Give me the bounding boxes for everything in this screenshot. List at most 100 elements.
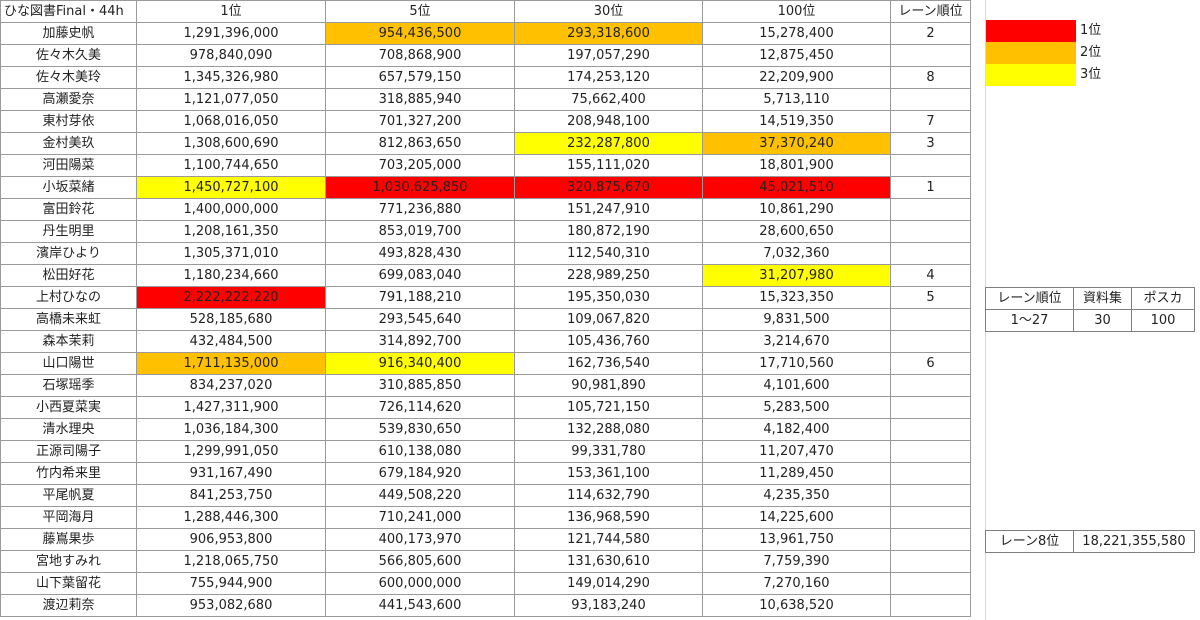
rank5-cell[interactable]: 293,545,640 [325, 308, 515, 331]
rank30-cell[interactable]: 149,014,290 [514, 572, 703, 595]
rank1-cell[interactable]: 528,185,680 [136, 308, 326, 331]
rank1-cell[interactable]: 1,299,991,050 [136, 440, 326, 463]
header-5th[interactable]: 5位 [325, 0, 515, 23]
rank30-cell[interactable]: 114,632,790 [514, 484, 703, 507]
member-name-cell[interactable]: 竹内希来里 [0, 462, 137, 485]
rank1-cell[interactable]: 1,180,234,660 [136, 264, 326, 287]
rank1-cell[interactable]: 906,953,800 [136, 528, 326, 551]
lane-rank-cell[interactable] [890, 308, 971, 331]
member-name-cell[interactable]: 河田陽菜 [0, 154, 137, 177]
rank1-cell[interactable]: 1,288,446,300 [136, 506, 326, 529]
lane-rank-cell[interactable] [890, 550, 971, 573]
member-name-cell[interactable]: 富田鈴花 [0, 198, 137, 221]
rank30-cell[interactable]: 132,288,080 [514, 418, 703, 441]
rank30-cell[interactable]: 228,989,250 [514, 264, 703, 287]
rank30-cell[interactable]: 320,875,670 [514, 176, 703, 199]
rank100-cell[interactable]: 45,021,510 [702, 176, 891, 199]
rank100-cell[interactable]: 10,638,520 [702, 594, 891, 617]
rank5-cell[interactable]: 701,327,200 [325, 110, 515, 133]
lane-rank-cell[interactable] [890, 44, 971, 67]
rank100-cell[interactable]: 18,801,900 [702, 154, 891, 177]
lane-rank-cell[interactable] [890, 374, 971, 397]
rank5-cell[interactable]: 449,508,220 [325, 484, 515, 507]
lane-rank-cell[interactable] [890, 484, 971, 507]
rank30-cell[interactable]: 105,721,150 [514, 396, 703, 419]
rank5-cell[interactable]: 699,083,040 [325, 264, 515, 287]
rank30-cell[interactable]: 180,872,190 [514, 220, 703, 243]
header-100th[interactable]: 100位 [702, 0, 891, 23]
legend-swatch[interactable] [986, 64, 1076, 86]
member-name-cell[interactable]: 佐々木久美 [0, 44, 137, 67]
rank1-cell[interactable]: 953,082,680 [136, 594, 326, 617]
prize-header-lane[interactable]: レーン順位 [985, 287, 1074, 310]
rank5-cell[interactable]: 310,885,850 [325, 374, 515, 397]
prize-value-postcard[interactable]: 100 [1131, 309, 1195, 332]
rank1-cell[interactable]: 1,100,744,650 [136, 154, 326, 177]
lane-rank-cell[interactable]: 2 [890, 22, 971, 45]
member-name-cell[interactable]: 小西夏菜実 [0, 396, 137, 419]
member-name-cell[interactable]: 高瀬愛奈 [0, 88, 137, 111]
rank100-cell[interactable]: 4,182,400 [702, 418, 891, 441]
rank1-cell[interactable]: 1,711,135,000 [136, 352, 326, 375]
rank5-cell[interactable]: 853,019,700 [325, 220, 515, 243]
rank1-cell[interactable]: 978,840,090 [136, 44, 326, 67]
rank1-cell[interactable]: 1,427,311,900 [136, 396, 326, 419]
rank1-cell[interactable]: 1,036,184,300 [136, 418, 326, 441]
lane-rank-cell[interactable]: 1 [890, 176, 971, 199]
rank5-cell[interactable]: 493,828,430 [325, 242, 515, 265]
member-name-cell[interactable]: 金村美玖 [0, 132, 137, 155]
rank30-cell[interactable]: 90,981,890 [514, 374, 703, 397]
lane-rank-cell[interactable] [890, 154, 971, 177]
member-name-cell[interactable]: 小坂菜緒 [0, 176, 137, 199]
member-name-cell[interactable]: 加藤史帆 [0, 22, 137, 45]
header-30th[interactable]: 30位 [514, 0, 703, 23]
lane8-value[interactable]: 18,221,355,580 [1073, 530, 1195, 553]
lane-rank-cell[interactable] [890, 572, 971, 595]
member-name-cell[interactable]: 東村芽依 [0, 110, 137, 133]
rank100-cell[interactable]: 9,831,500 [702, 308, 891, 331]
member-name-cell[interactable]: 佐々木美玲 [0, 66, 137, 89]
rank5-cell[interactable]: 566,805,600 [325, 550, 515, 573]
rank30-cell[interactable]: 174,253,120 [514, 66, 703, 89]
member-name-cell[interactable]: 山下葉留花 [0, 572, 137, 595]
lane-rank-cell[interactable] [890, 506, 971, 529]
member-name-cell[interactable]: 渡辺莉奈 [0, 594, 137, 617]
rank100-cell[interactable]: 14,519,350 [702, 110, 891, 133]
lane-rank-cell[interactable]: 5 [890, 286, 971, 309]
rank30-cell[interactable]: 153,361,100 [514, 462, 703, 485]
member-name-cell[interactable]: 平岡海月 [0, 506, 137, 529]
rank1-cell[interactable]: 1,208,161,350 [136, 220, 326, 243]
rank1-cell[interactable]: 1,305,371,010 [136, 242, 326, 265]
rank5-cell[interactable]: 726,114,620 [325, 396, 515, 419]
lane-rank-cell[interactable] [890, 528, 971, 551]
lane-rank-cell[interactable]: 7 [890, 110, 971, 133]
rank100-cell[interactable]: 12,875,450 [702, 44, 891, 67]
rank5-cell[interactable]: 318,885,940 [325, 88, 515, 111]
lane-rank-cell[interactable]: 8 [890, 66, 971, 89]
rank30-cell[interactable]: 121,744,580 [514, 528, 703, 551]
header-lane-rank[interactable]: レーン順位 [890, 0, 971, 23]
lane-rank-cell[interactable] [890, 330, 971, 353]
rank100-cell[interactable]: 4,101,600 [702, 374, 891, 397]
rank100-cell[interactable]: 10,861,290 [702, 198, 891, 221]
rank30-cell[interactable]: 293,318,600 [514, 22, 703, 45]
rank1-cell[interactable]: 1,121,077,050 [136, 88, 326, 111]
rank100-cell[interactable]: 22,209,900 [702, 66, 891, 89]
rank1-cell[interactable]: 1,291,396,000 [136, 22, 326, 45]
lane-rank-cell[interactable] [890, 88, 971, 111]
rank1-cell[interactable]: 931,167,490 [136, 462, 326, 485]
rank5-cell[interactable]: 441,543,600 [325, 594, 515, 617]
lane-rank-cell[interactable]: 3 [890, 132, 971, 155]
rank100-cell[interactable]: 4,235,350 [702, 484, 891, 507]
lane-rank-cell[interactable] [890, 220, 971, 243]
rank1-cell[interactable]: 1,400,000,000 [136, 198, 326, 221]
rank100-cell[interactable]: 5,713,110 [702, 88, 891, 111]
member-name-cell[interactable]: 山口陽世 [0, 352, 137, 375]
member-name-cell[interactable]: 上村ひなの [0, 286, 137, 309]
rank30-cell[interactable]: 232,287,800 [514, 132, 703, 155]
rank30-cell[interactable]: 99,331,780 [514, 440, 703, 463]
rank1-cell[interactable]: 432,484,500 [136, 330, 326, 353]
rank100-cell[interactable]: 15,278,400 [702, 22, 891, 45]
lane8-label[interactable]: レーン8位 [985, 530, 1074, 553]
lane-rank-cell[interactable] [890, 396, 971, 419]
